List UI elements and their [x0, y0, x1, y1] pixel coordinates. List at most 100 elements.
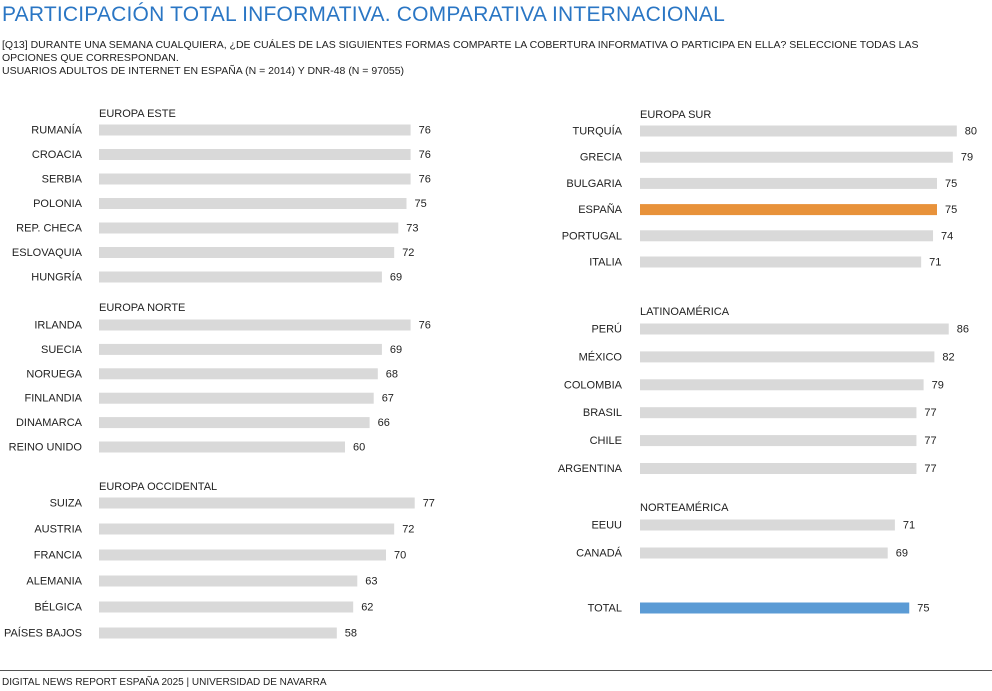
category-label: ARGENTINA [558, 463, 623, 475]
value-label: 75 [917, 603, 929, 615]
value-label: 75 [945, 204, 957, 216]
bar [99, 149, 411, 160]
subtitle-line: OPCIONES QUE CORRESPONDAN. [2, 52, 179, 64]
bar [99, 368, 378, 380]
value-label: 76 [419, 149, 431, 161]
group-header: EUROPA SUR [640, 109, 711, 121]
value-label: 82 [942, 351, 954, 363]
bar [640, 547, 888, 559]
category-label: BÉLGICA [34, 601, 82, 614]
panel-europa-norte: EUROPA NORTE IRLANDA 76 SUECIA 69 NORUEGA 68 FI… [9, 302, 431, 454]
group-header: EUROPA NORTE [99, 302, 185, 314]
category-label: EEUU [591, 520, 622, 532]
panel-latinoam-rica: LATINOAMÉRICA PERÚ 86 MÉXICO 82 COLOMBIA 79 BRA… [558, 305, 969, 475]
category-label: RUMANÍA [31, 124, 82, 137]
value-label: 80 [965, 126, 977, 138]
value-label: 75 [415, 198, 427, 210]
category-label: ALEMANIA [26, 576, 82, 588]
category-label: ESLOVAQUIA [12, 247, 83, 259]
value-label: 79 [932, 379, 944, 391]
bar [640, 177, 937, 189]
value-label: 79 [961, 152, 973, 164]
value-label: 73 [406, 223, 418, 235]
group-header: EUROPA ESTE [99, 108, 176, 120]
value-label: 72 [402, 247, 414, 259]
category-label: TOTAL [588, 603, 622, 615]
value-label: 74 [941, 230, 953, 242]
bar [99, 198, 407, 209]
value-label: 69 [896, 548, 908, 560]
bar [99, 392, 374, 404]
value-label: 77 [924, 407, 936, 419]
bar [99, 575, 358, 587]
panel-europa-occidental: EUROPA OCCIDENTAL SUIZA 77 AUSTRIA 72 FRANCIA… [4, 481, 435, 640]
bar [99, 271, 382, 283]
value-label: 67 [382, 393, 394, 405]
bar [99, 523, 395, 535]
value-label: 63 [365, 576, 377, 588]
value-label: 69 [390, 344, 402, 356]
value-label: 76 [419, 125, 431, 137]
category-label: SERBIA [42, 174, 83, 186]
value-label: 62 [361, 602, 373, 614]
category-label: REP. CHECA [16, 223, 82, 235]
category-label: CANADÁ [576, 547, 623, 560]
group-header: LATINOAMÉRICA [640, 305, 730, 318]
category-label: BULGARIA [566, 178, 622, 190]
value-label: 76 [419, 174, 431, 186]
category-label: DINAMARCA [16, 417, 83, 429]
value-label: 77 [924, 435, 936, 447]
value-label: 76 [419, 320, 431, 332]
panel-norteam-rica: NORTEAMÉRICA EEUU 71 CANADÁ 69 [576, 501, 915, 560]
category-label: IRLANDA [34, 320, 82, 332]
footer: DIGITAL NEWS REPORT ESPAÑA 2025 | UNIVER… [2, 677, 327, 688]
category-label: HUNGRÍA [31, 271, 82, 284]
bar [99, 343, 382, 355]
category-label: TURQUÍA [573, 125, 623, 138]
bar [99, 549, 386, 561]
category-label: REINO UNIDO [9, 442, 83, 454]
bar [99, 124, 411, 136]
value-label: 68 [386, 368, 398, 380]
category-label: PERÚ [591, 323, 622, 336]
value-label: 75 [945, 178, 957, 190]
value-label: 72 [402, 524, 414, 536]
category-label: PORTUGAL [562, 230, 622, 242]
panel-europa-sur: EUROPA SUR TURQUÍA 80 GRECIA 79 BULGARIA 75 ESP… [562, 109, 977, 269]
group-header: EUROPA OCCIDENTAL [99, 481, 217, 493]
bar [640, 463, 917, 474]
value-label: 69 [390, 272, 402, 284]
bar [99, 601, 354, 613]
bar [640, 379, 924, 391]
category-label: MÉXICO [579, 350, 623, 363]
bar [640, 407, 917, 419]
category-label: COLOMBIA [564, 379, 623, 391]
value-label: 77 [423, 498, 435, 510]
bar [99, 441, 345, 453]
bar [640, 204, 937, 216]
value-label: 58 [345, 628, 357, 640]
bar [99, 319, 411, 331]
category-label: ITALIA [589, 257, 622, 269]
bar [640, 602, 910, 614]
category-label: CHILE [590, 435, 622, 447]
bar [640, 125, 957, 137]
chart-subtitle: [Q13] DURANTE UNA SEMANA CUALQUIERA, ¿DE… [2, 39, 918, 78]
category-label: BRASIL [583, 407, 622, 419]
group-header: NORTEAMÉRICA [640, 501, 729, 514]
category-label: AUSTRIA [34, 524, 82, 536]
category-label: FRANCIA [34, 550, 83, 562]
category-label: POLONIA [33, 198, 83, 210]
bar [99, 627, 337, 639]
value-label: 77 [924, 463, 936, 475]
value-label: 86 [957, 324, 969, 336]
bar [99, 497, 415, 509]
value-label: 60 [353, 442, 365, 454]
category-label: PAÍSES BAJOS [4, 627, 82, 640]
value-label: 66 [378, 417, 390, 429]
category-label: ESPAÑA [578, 203, 622, 216]
subtitle-line: USUARIOS ADULTOS DE INTERNET EN ESPAÑA (… [2, 65, 405, 77]
category-label: CROACIA [32, 149, 83, 161]
bar [640, 230, 934, 242]
